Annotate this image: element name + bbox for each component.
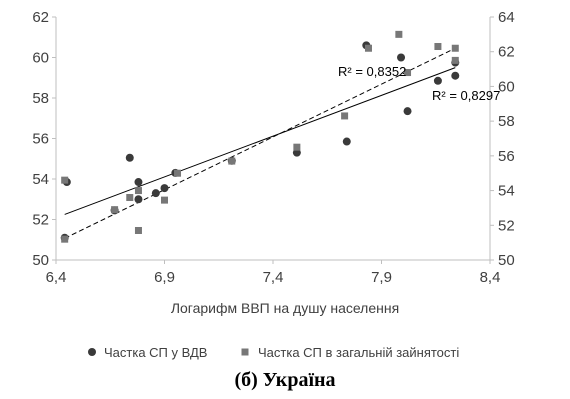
data-point-square [161,196,168,204]
data-point-square [134,226,142,234]
data-point-circle [134,178,143,187]
x-axis: 6,4 6,9 7,4 7,9 8,4 [46,260,501,286]
data-point-square [228,157,236,165]
left-tick-label: 50 [32,252,49,269]
right-tick-label: 54 [498,183,515,200]
r2-label: R² = 0,8297 [432,88,500,103]
right-tick-label: 50 [498,252,515,269]
legend-marker-circle [88,348,96,356]
data-point-circle [160,184,169,193]
data-point-circle [433,76,442,85]
data-point-circle [403,107,412,116]
data-point-circle [451,71,460,80]
data-point-square [364,44,372,52]
data-point-square [61,235,69,243]
data-point-square [293,143,301,151]
data-point-square [434,43,442,51]
legend-label: Частка СП у ВДВ [104,345,207,360]
r2-labels: R² = 0,8297 R² = 0,8352 [338,64,500,103]
left-tick-label: 58 [32,90,49,107]
right-tick-label: 64 [498,9,515,26]
trendline-dashed [64,47,456,239]
chart-caption: (б) Україна [234,369,335,391]
x-axis-label: Логарифм ВВП на душу населення [171,300,399,316]
data-point-circle [134,195,143,204]
data-point-circle [397,53,406,62]
data-point-square [61,176,69,184]
right-y-axis: 50 52 54 56 58 60 62 64 [490,9,515,269]
data-markers [60,30,460,243]
left-tick-label: 60 [32,50,49,67]
plot-frame [55,17,491,261]
data-point-square [134,187,142,195]
r2-label: R² = 0,8352 [338,64,406,79]
left-y-axis: 50 52 54 56 58 60 62 [32,9,56,269]
x-tick-label: 7,9 [371,269,392,286]
right-tick-label: 58 [498,113,515,130]
data-point-square [126,194,134,202]
data-point-square [404,69,412,77]
legend-marker-square [241,348,249,356]
x-tick-label: 6,4 [46,269,67,286]
data-point-square [451,56,459,64]
trendline-solid [64,67,456,215]
legend-label: Частка СП в загальній зайнятості [258,345,459,360]
left-tick-label: 62 [32,9,49,26]
trendlines [64,47,456,239]
x-tick-label: 6,9 [154,269,175,286]
legend: Частка СП у ВДВ Частка СП в загальній зай… [88,345,459,360]
left-tick-label: 56 [32,131,49,148]
data-point-square [341,112,349,120]
left-tick-label: 54 [32,171,49,188]
x-tick-label: 7,4 [263,269,284,286]
data-point-square [395,30,403,38]
data-point-square [111,206,119,214]
data-point-circle [342,137,351,146]
data-point-circle [151,189,160,198]
x-tick-label: 8,4 [480,269,501,286]
right-tick-label: 52 [498,217,515,234]
right-tick-label: 56 [498,148,515,165]
left-tick-label: 52 [32,212,49,229]
right-tick-label: 60 [498,78,515,95]
data-point-square [451,44,459,52]
data-point-circle [125,153,134,162]
data-point-square [174,169,182,177]
right-tick-label: 62 [498,44,515,61]
